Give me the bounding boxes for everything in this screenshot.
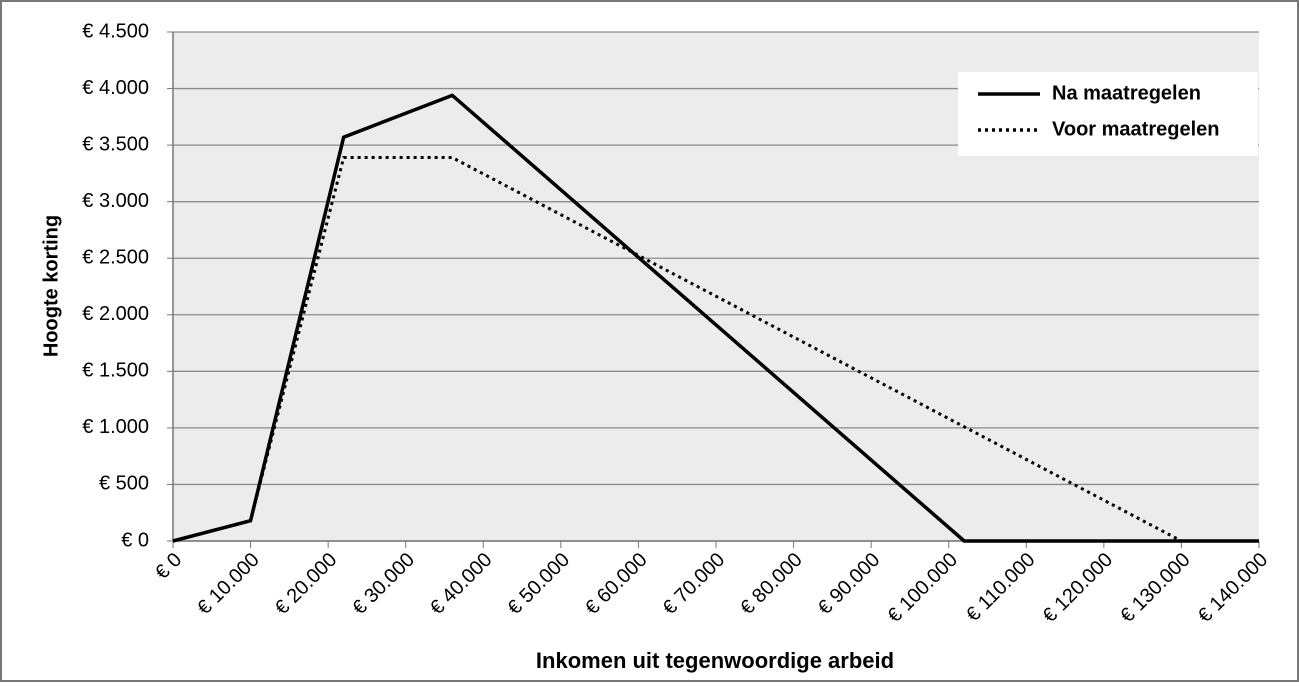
y-tick-label: € 500 [99, 473, 149, 495]
legend-label: Voor maatregelen [1052, 118, 1219, 140]
y-tick-label: € 1.500 [82, 360, 149, 382]
y-tick-label: € 4.500 [82, 20, 149, 42]
legend-box [958, 72, 1258, 156]
x-axis-title: Inkomen uit tegenwoordige arbeid [536, 648, 894, 673]
y-tick-label: € 0 [121, 529, 149, 551]
y-tick-label: € 4.000 [82, 77, 149, 99]
y-tick-label: € 3.500 [82, 133, 149, 155]
line-series [172, 156, 1259, 543]
y-tick-label: € 3.000 [82, 190, 149, 212]
y-tick-label: € 2.000 [82, 303, 149, 325]
y-axis-title: Hoogte korting [40, 215, 62, 357]
y-tick-label: € 2.500 [82, 247, 149, 269]
y-tick-label: € 1.000 [82, 416, 149, 438]
legend-label: Na maatregelen [1052, 82, 1201, 104]
line-series [172, 93, 1259, 543]
